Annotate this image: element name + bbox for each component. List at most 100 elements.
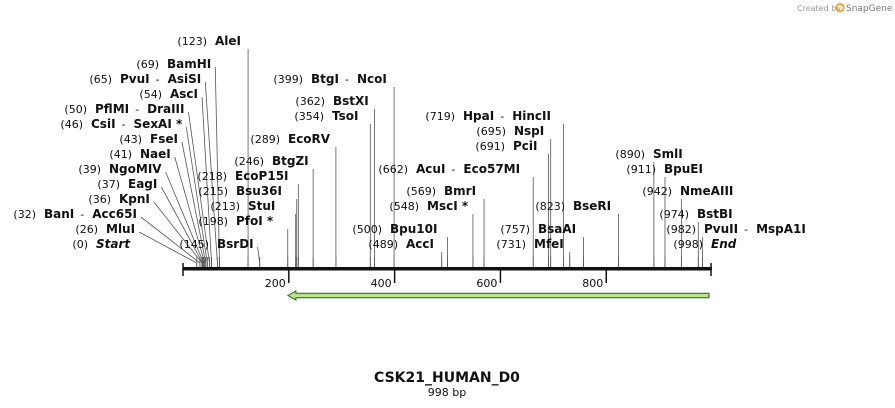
site-name: Start	[96, 237, 131, 251]
site-pvuii[interactable]: (982) PvuII - MspA1I	[666, 222, 806, 267]
site-name-separator: -	[135, 103, 139, 116]
site-name: HincII	[512, 109, 551, 123]
site-leader-line	[153, 201, 203, 267]
site-hpai[interactable]: (719) HpaI - HincII	[425, 109, 564, 267]
ruler-tick-label: 400	[371, 277, 392, 290]
ruler-tick: 600	[476, 270, 502, 290]
site-name: BstXI	[333, 94, 369, 108]
site-name: SexAI *	[134, 117, 183, 131]
site-name: EagI	[128, 177, 157, 191]
site-name: AccI	[406, 237, 434, 251]
site-name: CsiI	[91, 117, 116, 131]
site-position: (942)	[642, 185, 672, 198]
site-position: (757)	[500, 223, 530, 236]
site-position: (50)	[64, 103, 87, 116]
site-bsaai[interactable]: (757) BsaAI	[500, 222, 584, 267]
site-start[interactable]: (0) Start	[72, 237, 131, 251]
site-nmeaiii[interactable]: (942) NmeAIII	[642, 184, 733, 267]
site-bpuei[interactable]: (911) BpuEI	[626, 162, 703, 267]
site-name: End	[711, 237, 737, 251]
site-position: (354)	[294, 110, 324, 123]
site-name: AsiSI	[168, 72, 202, 86]
site-position: (43)	[119, 133, 142, 146]
site-alei[interactable]: (123) AleI	[177, 34, 249, 267]
site-name: NspI	[514, 124, 544, 138]
site-bsrdi[interactable]: (145) BsrDI	[179, 237, 261, 267]
site-mlui[interactable]: (26) MluI	[75, 222, 198, 267]
site-ecop15i[interactable]: (218) EcoP15I	[197, 169, 299, 267]
site-name: NcoI	[357, 72, 387, 86]
site-name-separator: -	[500, 110, 504, 123]
site-smli[interactable]: (890) SmlI	[615, 147, 683, 267]
site-position: (982)	[666, 223, 696, 236]
site-pvui[interactable]: (65) PvuI - AsiSI	[89, 72, 218, 267]
snapgene-credit: Created by SnapGene	[797, 3, 893, 14]
site-name: Acc65I	[92, 207, 137, 221]
site-name: BmrI	[444, 184, 476, 198]
site-position: (911)	[626, 163, 656, 176]
site-bstbi[interactable]: (974) BstBI	[659, 207, 733, 267]
site-name-separator: -	[80, 208, 84, 221]
site-name: PvuI	[120, 72, 150, 86]
site-acci[interactable]: (489) AccI	[368, 237, 443, 267]
site-nspi[interactable]: (695) NspI	[476, 124, 552, 267]
site-msci[interactable]: (548) MscI *	[389, 199, 474, 267]
site-mfei[interactable]: (731) MfeI	[496, 237, 571, 267]
site-acui[interactable]: (662) AcuI - Eco57MI	[378, 162, 534, 267]
site-name: BtgZI	[272, 154, 309, 168]
site-position: (362)	[295, 95, 325, 108]
site-position: (0)	[72, 238, 88, 251]
site-position: (548)	[389, 200, 419, 213]
ruler-tick: 800	[582, 270, 607, 290]
site-name: KpnI	[119, 192, 150, 206]
backbone	[182, 263, 712, 276]
site-btgi[interactable]: (399) BtgI - NcoI	[273, 72, 395, 267]
site-name: BanI	[44, 207, 74, 221]
site-position: (662)	[378, 163, 408, 176]
site-bmri[interactable]: (569) BmrI	[406, 184, 485, 267]
site-name: FseI	[150, 132, 178, 146]
site-name: BpuEI	[664, 162, 703, 176]
site-bpu10i[interactable]: (500) Bpu10I	[352, 222, 448, 267]
site-tsoi[interactable]: (354) TsoI	[294, 109, 371, 267]
site-name-separator: -	[345, 73, 349, 86]
site-stui[interactable]: (213) StuI	[210, 199, 297, 267]
site-name: NgoMIV	[109, 162, 162, 176]
site-name: DraIII	[147, 102, 184, 116]
site-position: (65)	[89, 73, 112, 86]
site-name: SmlI	[653, 147, 683, 161]
credit-brand: SnapGene	[846, 4, 893, 14]
site-position: (569)	[406, 185, 436, 198]
site-name: PflMI	[95, 102, 129, 116]
sequence-title: CSK21_HUMAN_D0	[374, 370, 520, 386]
restriction-sites: (0) Start(26) MluI(32) BanI - Acc65I(36) KpnI(…	[13, 34, 806, 267]
site-name: BsrDI	[217, 237, 254, 251]
ruler-tick-label: 200	[265, 277, 286, 290]
logo-ring	[835, 3, 845, 12]
site-btgzi[interactable]: (246) BtgZI	[234, 154, 314, 267]
site-name: BseRI	[573, 199, 611, 213]
site-name: EcoRV	[288, 132, 331, 146]
site-bstxi[interactable]: (362) BstXI	[295, 94, 375, 267]
site-name: MfeI	[534, 237, 564, 251]
site-csii[interactable]: (46) CsiI - SexAI *	[60, 117, 208, 267]
site-position: (399)	[273, 73, 303, 86]
site-end[interactable]: (998) End	[673, 237, 736, 251]
site-position: (731)	[496, 238, 526, 251]
ruler: 200 400 600 800	[265, 270, 607, 290]
site-name: NaeI	[140, 147, 171, 161]
reverse-feature-arrow[interactable]	[286, 290, 710, 301]
ruler-tick: 200	[265, 270, 290, 290]
site-position: (41)	[109, 148, 132, 161]
site-name: TsoI	[332, 109, 358, 123]
site-name: AcuI	[416, 162, 445, 176]
site-pfoi[interactable]: (198) PfoI *	[198, 214, 289, 267]
site-pcii[interactable]: (691) PciI	[475, 139, 549, 267]
site-name: AscI	[170, 87, 198, 101]
site-bsu36i[interactable]: (215) Bsu36I	[198, 184, 298, 267]
credit-prefix: Created by	[797, 4, 841, 13]
site-name: BstBI	[697, 207, 733, 221]
site-position: (37)	[97, 178, 120, 191]
site-ecorv[interactable]: (289) EcoRV	[250, 132, 337, 267]
site-name: StuI	[248, 199, 275, 213]
